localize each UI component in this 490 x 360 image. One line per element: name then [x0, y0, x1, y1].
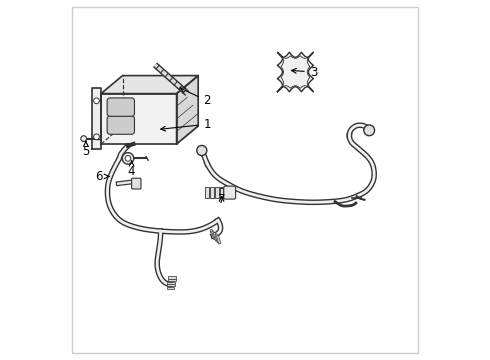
Bar [215, 187, 219, 198]
Bar [205, 187, 209, 198]
Bar [210, 229, 214, 238]
Circle shape [81, 136, 87, 141]
Polygon shape [277, 52, 314, 92]
Polygon shape [92, 88, 101, 149]
Text: 4: 4 [128, 161, 135, 177]
Text: 3: 3 [292, 66, 317, 78]
Polygon shape [101, 94, 176, 144]
Bar [210, 187, 214, 198]
Bar [213, 232, 218, 241]
Bar [212, 231, 216, 240]
Bar [167, 287, 174, 289]
Text: 2: 2 [180, 88, 211, 107]
Bar [168, 279, 175, 281]
Circle shape [94, 98, 99, 104]
Text: 6: 6 [96, 170, 109, 183]
FancyBboxPatch shape [132, 178, 141, 189]
Circle shape [122, 153, 134, 164]
FancyBboxPatch shape [107, 98, 134, 116]
Bar [215, 234, 219, 243]
Circle shape [364, 125, 374, 136]
Circle shape [125, 156, 131, 161]
FancyBboxPatch shape [224, 186, 236, 199]
Bar [217, 235, 221, 244]
Bar [167, 284, 175, 286]
Bar [220, 187, 223, 198]
Polygon shape [101, 76, 198, 94]
Text: 7: 7 [218, 193, 225, 206]
Circle shape [197, 145, 207, 156]
Bar [167, 282, 175, 284]
FancyBboxPatch shape [107, 116, 134, 134]
Text: 1: 1 [161, 118, 211, 131]
Polygon shape [176, 76, 198, 144]
Bar [168, 276, 176, 279]
Circle shape [94, 134, 99, 140]
Text: 5: 5 [82, 141, 90, 158]
